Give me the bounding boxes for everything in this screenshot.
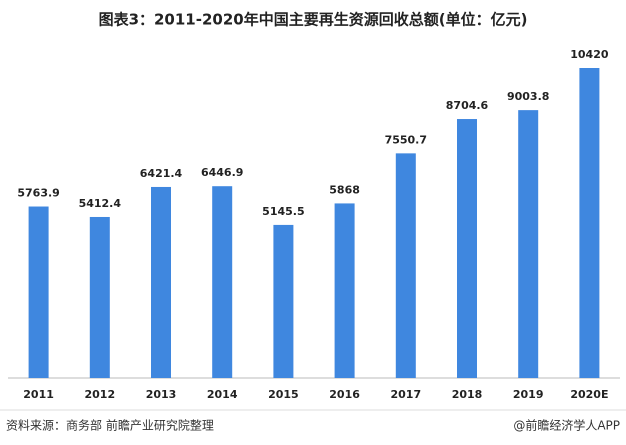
x-tick-label: 2011 — [23, 388, 54, 401]
x-tick-label: 2014 — [207, 388, 238, 401]
x-tick-label: 2019 — [513, 388, 544, 401]
data-label: 7550.7 — [385, 133, 427, 146]
data-label: 5412.4 — [79, 197, 122, 210]
data-label: 5145.5 — [262, 205, 304, 218]
bar — [212, 186, 233, 378]
data-label: 9003.8 — [507, 90, 549, 103]
bar — [395, 153, 416, 378]
x-tick-label: 2016 — [329, 388, 360, 401]
x-tick-label: 2012 — [84, 388, 115, 401]
source: 资料来源：商务部 前瞻产业研究院整理 — [6, 418, 214, 433]
bar — [457, 119, 477, 379]
x-tick-label: 2013 — [146, 388, 177, 401]
bar — [334, 203, 355, 378]
bar — [151, 186, 171, 378]
data-label: 8704.6 — [446, 99, 489, 112]
data-label: 5763.9 — [17, 187, 59, 200]
data-label: 6446.9 — [201, 166, 243, 179]
chart-title: 图表3：2011-2020年中国主要再生资源回收总额(单位：亿元) — [99, 11, 528, 29]
bar — [28, 206, 49, 378]
data-label: 5868 — [329, 183, 360, 196]
bar — [579, 68, 600, 378]
x-tick-label: 2015 — [268, 388, 299, 401]
bar — [273, 224, 294, 378]
data-label: 10420 — [570, 48, 609, 61]
bar — [89, 216, 110, 378]
x-tick-label: 2017 — [390, 388, 421, 401]
x-tick-label: 2018 — [452, 388, 483, 401]
credit: @前瞻经济学人APP — [513, 418, 620, 433]
data-label: 6421.4 — [140, 167, 183, 180]
bar — [518, 110, 539, 378]
x-tick-label: 2020E — [570, 388, 608, 401]
